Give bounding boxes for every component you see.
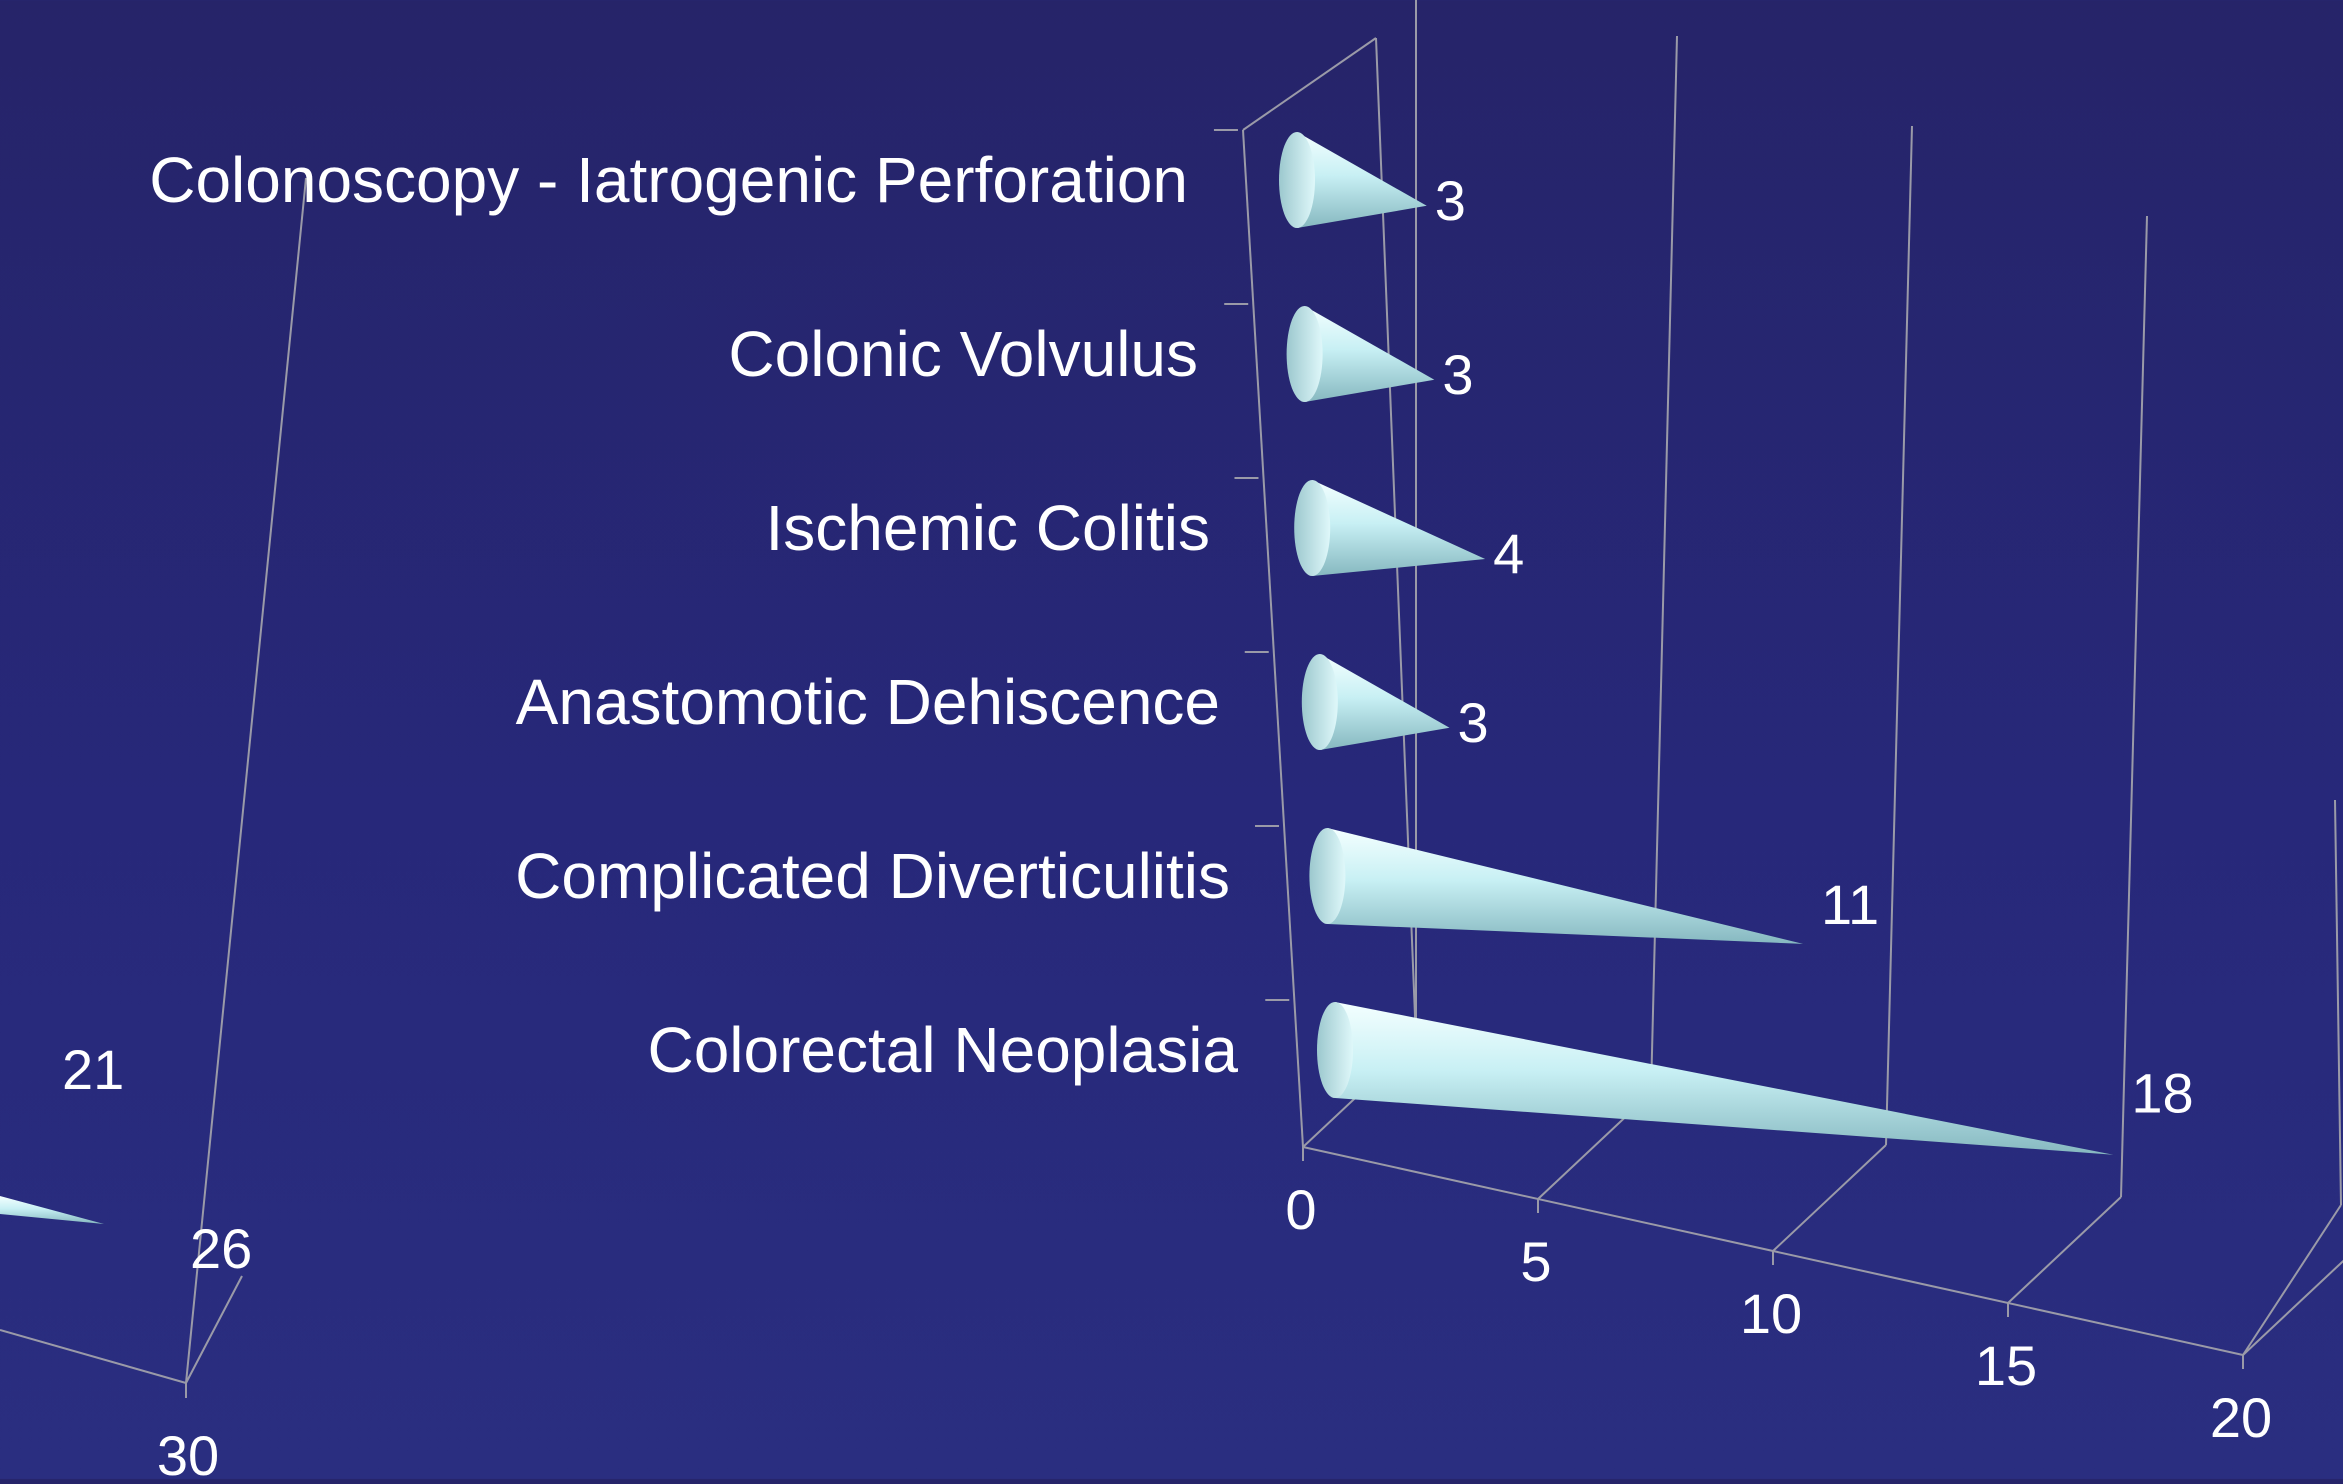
x-tick-label: 30 <box>157 1424 219 1479</box>
top-left-edge <box>1242 37 1377 131</box>
data-label: 18 <box>2131 1062 2193 1125</box>
data-label: 11 <box>1821 873 1879 936</box>
left-wall-gridline <box>185 177 307 1384</box>
category-label: Ischemic Colitis <box>765 492 1210 564</box>
x-tick-label: 5 <box>1520 1230 1551 1293</box>
cone-body <box>1304 306 1435 402</box>
category-label: Complicated Diverticulitis <box>515 840 1230 912</box>
category-axis-line <box>1242 129 1304 1148</box>
data-label: 4 <box>1493 522 1524 585</box>
category-label: Colorectal Neoplasia <box>647 1014 1238 1086</box>
category-label: Colonic Volvulus <box>728 318 1198 390</box>
cone-bar <box>1301 654 1450 750</box>
cone-bar <box>1309 828 1804 944</box>
cone-bar <box>1279 132 1427 228</box>
cone-base <box>1286 306 1323 402</box>
cone-body <box>1312 480 1486 576</box>
left-value-axis-line <box>0 1329 187 1384</box>
cone-base <box>1317 1002 1353 1098</box>
cone-bar <box>1294 480 1486 576</box>
data-label: 3 <box>1458 691 1489 754</box>
cone-body <box>1319 654 1450 750</box>
data-label: 21 <box>62 1038 124 1101</box>
cone-bar <box>1286 306 1435 402</box>
cone-base <box>1301 654 1338 750</box>
main-chart: 0 5 10 15 20 Colonoscopy - Iatrogenic Perfora… <box>149 0 2343 1449</box>
cone-body <box>1297 132 1427 228</box>
cone-body <box>1327 828 1804 944</box>
right-wall-edge <box>2334 799 2342 1206</box>
category-label: Colonoscopy - Iatrogenic Perforation <box>149 144 1188 216</box>
x-tick-label: 26 <box>190 1217 252 1280</box>
cone-bar <box>1317 1002 2114 1155</box>
value-axis-line <box>1302 1146 2244 1356</box>
floor-gridline <box>2007 1196 2122 1304</box>
x-tick-label: 20 <box>2210 1386 2272 1449</box>
cone-base <box>1309 828 1346 924</box>
back-wall-gridline <box>2120 215 2148 1198</box>
x-tick-label: 15 <box>1975 1334 2037 1397</box>
back-wall-gridline <box>1885 125 1913 1146</box>
cone-base <box>1279 132 1315 228</box>
cone-body <box>0 1196 104 1224</box>
floor-gridline <box>2242 1259 2343 1356</box>
left-floor-gridline <box>185 1275 243 1384</box>
data-label: 3 <box>1435 169 1466 232</box>
floor-gridline <box>1772 1144 1887 1252</box>
right-floor-edge <box>2242 1204 2342 1356</box>
category-label: Anastomotic Dehiscence <box>516 666 1220 738</box>
data-label: 3 <box>1442 343 1473 406</box>
cone-bar <box>0 1196 104 1224</box>
x-tick-label: 10 <box>1740 1282 1802 1345</box>
left-partial-chart: 21 26 30 <box>0 177 307 1484</box>
cone-body <box>1335 1002 2114 1155</box>
x-tick-label: 0 <box>1285 1178 1316 1241</box>
cone-base <box>1294 480 1331 576</box>
